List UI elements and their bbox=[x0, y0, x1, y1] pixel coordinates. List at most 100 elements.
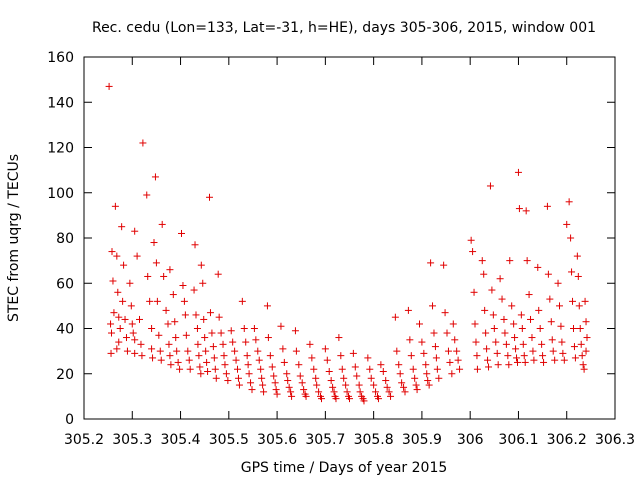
data-point bbox=[107, 320, 115, 328]
data-point bbox=[355, 381, 363, 389]
data-point bbox=[401, 388, 409, 396]
y-tick-label: 20 bbox=[56, 367, 74, 383]
data-point bbox=[254, 347, 262, 355]
data-point bbox=[131, 349, 139, 357]
data-point bbox=[179, 282, 187, 290]
data-point bbox=[558, 338, 566, 346]
data-point bbox=[570, 343, 578, 351]
data-point bbox=[148, 325, 156, 332]
data-point bbox=[472, 338, 480, 346]
data-point bbox=[473, 365, 481, 373]
data-point bbox=[165, 340, 173, 348]
data-point bbox=[513, 358, 521, 366]
y-tick-label: 0 bbox=[65, 412, 74, 428]
data-point bbox=[202, 347, 210, 355]
data-point bbox=[484, 356, 492, 364]
data-point bbox=[118, 223, 126, 231]
x-tick-label: 305.5 bbox=[209, 432, 249, 448]
data-point bbox=[540, 358, 548, 366]
data-point bbox=[427, 259, 435, 267]
data-point bbox=[423, 370, 431, 378]
data-point bbox=[521, 358, 529, 366]
data-point bbox=[338, 365, 346, 373]
data-point bbox=[219, 340, 227, 348]
data-point bbox=[415, 320, 423, 328]
data-point bbox=[563, 220, 571, 228]
data-point bbox=[418, 338, 426, 346]
data-point bbox=[490, 325, 498, 332]
data-point bbox=[530, 356, 538, 364]
data-point bbox=[252, 336, 260, 344]
data-point bbox=[510, 320, 518, 328]
data-point bbox=[108, 329, 116, 337]
data-point bbox=[431, 343, 439, 351]
data-point bbox=[203, 358, 211, 366]
data-point bbox=[412, 381, 420, 389]
data-point bbox=[296, 372, 304, 380]
data-point bbox=[337, 352, 345, 360]
data-point bbox=[519, 340, 527, 348]
data-point bbox=[340, 374, 348, 382]
data-point bbox=[409, 365, 417, 373]
data-point bbox=[210, 354, 218, 362]
data-point bbox=[160, 272, 168, 280]
x-axis-ticks: 305.2 305.3 305.4 305.5 305.6 305.7 305.8 305.9… bbox=[64, 57, 635, 448]
data-point bbox=[569, 297, 577, 305]
data-point bbox=[222, 370, 230, 378]
data-point bbox=[174, 358, 182, 366]
data-point bbox=[123, 347, 131, 355]
data-point bbox=[486, 182, 494, 190]
data-point bbox=[128, 320, 136, 328]
data-point bbox=[489, 311, 497, 319]
data-point bbox=[220, 352, 228, 360]
data-point bbox=[581, 297, 589, 305]
data-point bbox=[115, 338, 123, 346]
data-point bbox=[156, 347, 164, 355]
data-point bbox=[190, 286, 198, 294]
data-point bbox=[284, 377, 292, 385]
data-point bbox=[143, 191, 151, 199]
data-point bbox=[260, 388, 268, 396]
data-point bbox=[277, 322, 285, 330]
data-point bbox=[565, 198, 573, 206]
data-point bbox=[351, 363, 359, 371]
data-point bbox=[520, 352, 528, 360]
data-point bbox=[270, 372, 278, 380]
data-point bbox=[315, 388, 323, 396]
data-point bbox=[506, 257, 514, 265]
data-point bbox=[148, 345, 156, 353]
data-point bbox=[512, 345, 520, 353]
data-point bbox=[131, 336, 139, 344]
data-point bbox=[535, 306, 543, 314]
data-point bbox=[549, 347, 557, 355]
data-point bbox=[578, 352, 586, 360]
data-point bbox=[105, 82, 113, 90]
data-point bbox=[335, 334, 343, 342]
data-point bbox=[136, 315, 144, 323]
data-point bbox=[197, 370, 205, 378]
data-point bbox=[422, 361, 430, 369]
data-point bbox=[182, 331, 190, 339]
data-point bbox=[406, 336, 414, 344]
data-point bbox=[167, 361, 175, 369]
x-tick-label: 306 bbox=[457, 432, 484, 448]
data-point bbox=[166, 266, 174, 274]
data-point bbox=[273, 390, 281, 398]
data-point bbox=[264, 334, 272, 342]
data-point bbox=[158, 220, 166, 228]
data-point bbox=[149, 354, 157, 362]
data-point bbox=[292, 347, 300, 355]
data-point bbox=[193, 325, 201, 332]
data-point bbox=[206, 193, 214, 201]
data-point bbox=[471, 320, 479, 328]
data-point bbox=[107, 349, 115, 357]
data-point bbox=[217, 329, 225, 337]
data-point bbox=[302, 392, 310, 400]
data-point bbox=[544, 270, 552, 278]
data-point bbox=[400, 383, 408, 391]
data-point bbox=[227, 327, 235, 335]
data-point bbox=[126, 279, 134, 287]
data-point bbox=[287, 388, 295, 396]
data-point bbox=[481, 306, 489, 314]
data-point bbox=[523, 257, 531, 265]
